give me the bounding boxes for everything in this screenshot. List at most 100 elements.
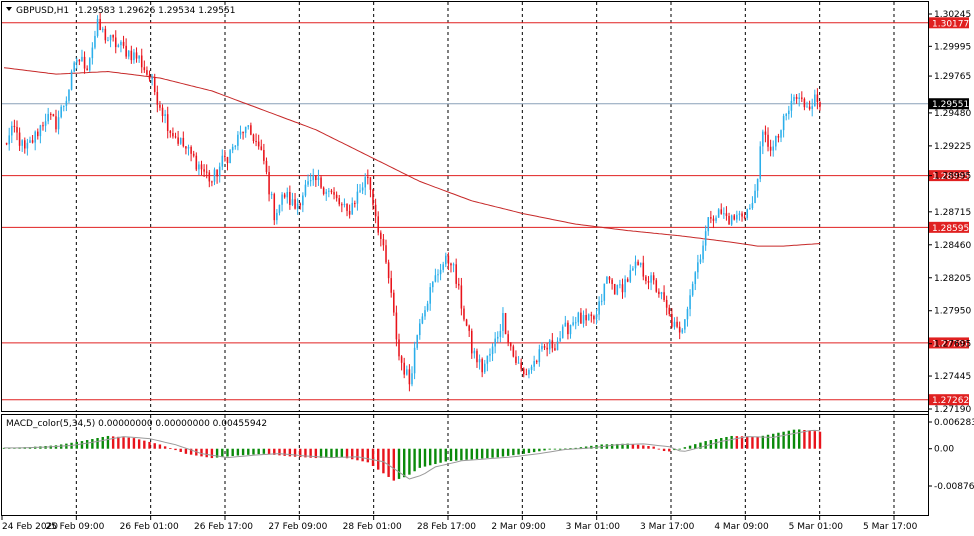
candle-bull: [702, 245, 704, 260]
macd-bar: [257, 448, 260, 455]
candle-bull: [278, 204, 281, 213]
candle-bull: [684, 319, 686, 330]
candle-bear: [338, 198, 341, 205]
candle-bear: [522, 368, 525, 375]
candle-bear: [808, 106, 811, 109]
candle-bear: [733, 215, 736, 220]
y-tick-label: 1.29995: [934, 42, 971, 52]
candle-bear: [320, 177, 322, 188]
macd-bar: [579, 447, 583, 449]
candle-bear: [608, 276, 611, 280]
candle-bull: [26, 142, 29, 149]
macd-bar: [512, 448, 515, 456]
macd-bar: [751, 436, 754, 449]
candle-bull: [429, 287, 431, 304]
candle-bear: [367, 176, 369, 178]
candle-bear: [315, 175, 317, 181]
candle-bear: [512, 346, 515, 357]
candle-bull: [21, 140, 23, 146]
y-tick-label: 1.27695: [934, 340, 971, 350]
candle-bull: [120, 41, 122, 46]
candle-bear: [37, 131, 39, 137]
candle-bear: [621, 284, 624, 293]
candle-bear: [567, 322, 569, 335]
macd-bar: [75, 441, 78, 449]
candle-bull: [179, 137, 182, 144]
candle-bear: [172, 133, 174, 137]
macd-label: MACD_color(5,34,5) 0.00000000 0.00000000…: [6, 419, 267, 429]
candle-bear: [626, 279, 629, 282]
main-pane-frame: [1, 1, 929, 412]
candle-bear: [725, 213, 728, 216]
candle-bear: [665, 299, 668, 308]
macd-bar: [787, 430, 791, 449]
candle-bull: [715, 217, 717, 221]
candle-bear: [174, 136, 177, 138]
candle-bear: [457, 283, 460, 286]
macd-bar: [267, 448, 271, 455]
macd-bar: [720, 438, 723, 449]
candle-bear: [468, 325, 470, 331]
candle-bear: [169, 130, 172, 134]
candle-bull: [406, 369, 408, 375]
candle-bull: [717, 209, 720, 218]
candle-bear: [252, 134, 255, 141]
candle-bull: [109, 35, 112, 41]
candle-bull: [736, 214, 738, 220]
candle-bull: [730, 215, 733, 225]
candle-bear: [348, 210, 351, 215]
candle-bear: [369, 177, 372, 190]
macd-bar: [132, 438, 136, 449]
candle-bull: [775, 135, 777, 147]
candle-bear: [341, 204, 343, 206]
candle-bull: [424, 310, 426, 317]
candle-bull: [442, 264, 444, 270]
candle-bull: [639, 262, 642, 266]
candle-bear: [535, 361, 538, 363]
candle-bull: [707, 217, 710, 232]
candle-bear: [372, 189, 374, 205]
macd-bar: [803, 430, 806, 449]
level-label: 1.27701: [932, 339, 969, 349]
candle-bull: [117, 45, 120, 48]
candle-bear: [114, 37, 117, 48]
candle-bear: [803, 98, 806, 108]
candle-bull: [517, 362, 520, 364]
candle-bull: [359, 190, 361, 192]
level-badge: [929, 394, 969, 406]
candle-bull: [218, 166, 221, 177]
candle-bear: [393, 292, 395, 313]
candle-bull: [751, 203, 754, 209]
candle-bear: [283, 194, 286, 198]
macd-histogram: [2, 429, 822, 481]
candle-bull: [756, 178, 759, 191]
x-tick-label: 3 Mar 17:00: [640, 522, 695, 532]
candle-bull: [780, 130, 782, 138]
candle-bear: [289, 192, 291, 205]
macd-signal-line: [4, 429, 821, 480]
chart-menu-triangle-icon[interactable]: [6, 7, 12, 11]
macd-bar: [662, 448, 666, 452]
macd-bar: [408, 448, 411, 475]
candle-bull: [44, 121, 47, 126]
candle-bear: [83, 56, 86, 69]
macd-bar: [231, 448, 234, 457]
candle-bull: [600, 300, 603, 302]
candle-bear: [166, 114, 169, 131]
candle-bull: [629, 270, 632, 282]
macd-bar: [434, 448, 437, 465]
macd-bar: [449, 448, 453, 462]
macd-bar: [351, 448, 354, 460]
candle-bear: [408, 369, 411, 385]
candle-bull: [782, 115, 785, 131]
candle-bull: [270, 194, 273, 196]
macd-bar: [439, 448, 442, 463]
candle-bear: [161, 107, 164, 117]
macd-bar: [293, 448, 297, 457]
candle-bull: [276, 212, 278, 221]
candle-bull: [432, 281, 434, 288]
candle-bear: [741, 213, 743, 217]
macd-bar: [163, 446, 167, 449]
macd-bar: [569, 448, 572, 450]
